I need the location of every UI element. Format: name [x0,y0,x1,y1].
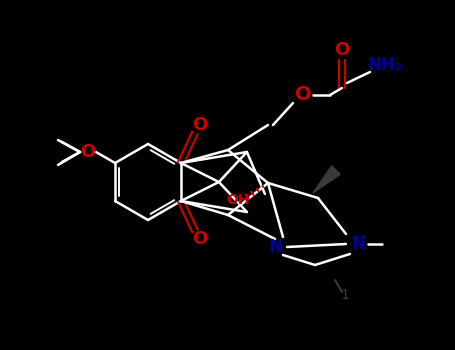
Text: OH: OH [226,193,250,207]
Text: NH₂: NH₂ [368,56,403,74]
Text: N: N [268,238,282,256]
Text: O: O [192,116,207,134]
Text: 1: 1 [340,288,349,302]
Polygon shape [313,166,340,193]
Text: O: O [334,41,349,59]
Text: O: O [295,85,311,105]
Text: O: O [192,230,207,248]
Text: N: N [351,235,365,253]
Text: O: O [81,143,96,161]
